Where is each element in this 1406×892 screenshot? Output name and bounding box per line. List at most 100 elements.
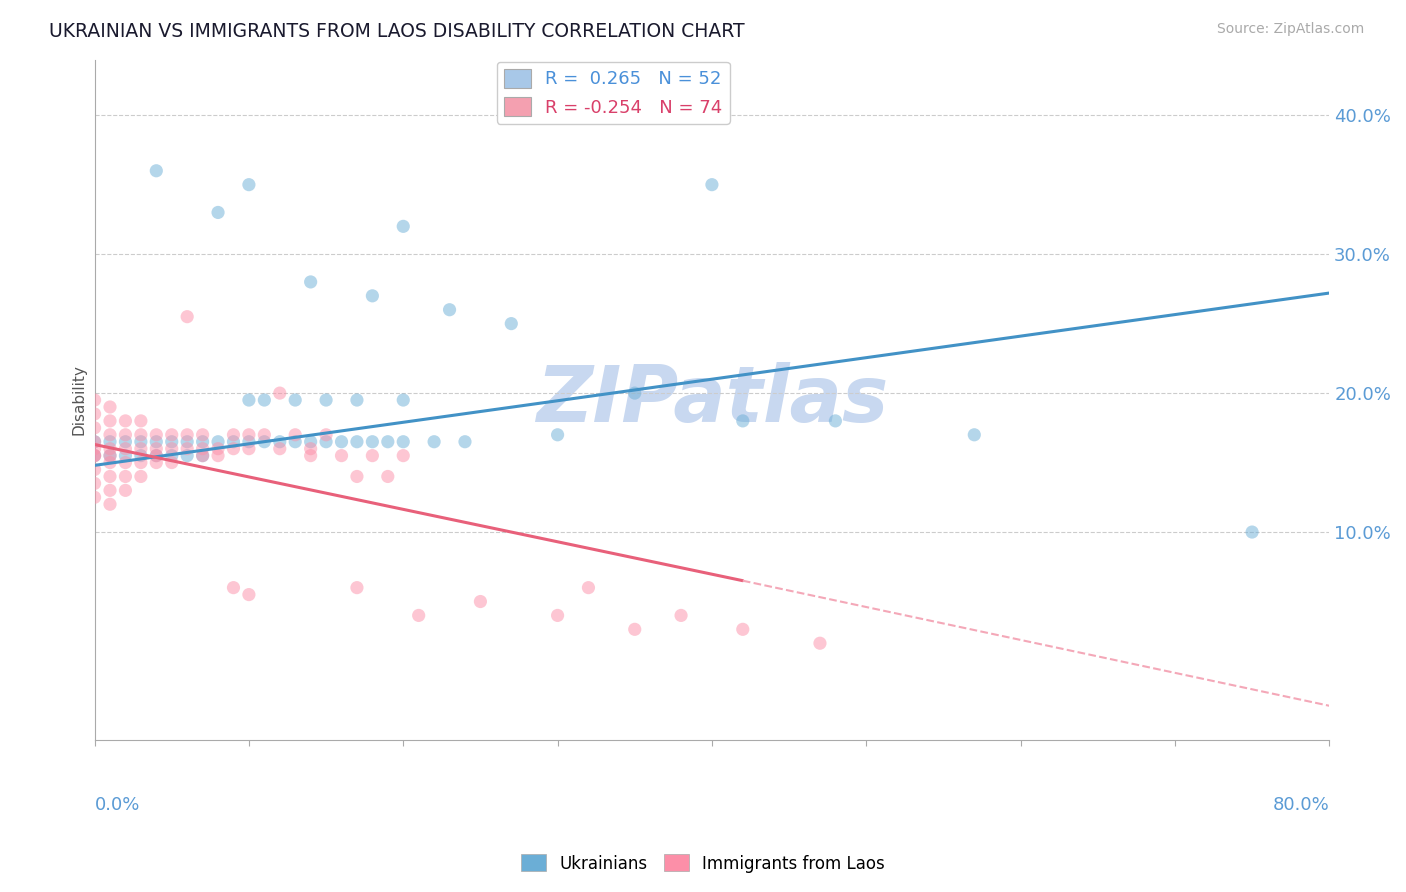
Point — [392, 392, 415, 407]
Text: 0.0%: 0.0% — [94, 796, 141, 814]
Point — [129, 427, 152, 442]
Point — [114, 456, 136, 470]
Point — [160, 456, 183, 470]
Point — [361, 289, 384, 303]
Point — [408, 608, 430, 623]
Point — [176, 449, 198, 463]
Point — [207, 434, 229, 449]
Point — [83, 462, 105, 476]
Point — [114, 442, 136, 456]
Point — [808, 636, 831, 650]
Y-axis label: Disability: Disability — [72, 365, 86, 435]
Point — [238, 427, 260, 442]
Point — [269, 434, 291, 449]
Point — [669, 608, 692, 623]
Point — [160, 442, 183, 456]
Point — [207, 205, 229, 219]
Point — [160, 427, 183, 442]
Point — [83, 421, 105, 435]
Point — [114, 434, 136, 449]
Text: ZIPatlas: ZIPatlas — [536, 362, 889, 438]
Point — [83, 449, 105, 463]
Point — [253, 434, 276, 449]
Point — [470, 594, 492, 608]
Point — [145, 449, 167, 463]
Point — [238, 392, 260, 407]
Point — [145, 163, 167, 178]
Point — [176, 427, 198, 442]
Point — [83, 476, 105, 491]
Point — [83, 442, 105, 456]
Point — [346, 434, 368, 449]
Point — [222, 442, 245, 456]
Point — [114, 449, 136, 463]
Point — [824, 414, 846, 428]
Point — [299, 449, 322, 463]
Point — [547, 608, 569, 623]
Point — [191, 427, 214, 442]
Point — [145, 434, 167, 449]
Point — [361, 434, 384, 449]
Legend: R =  0.265   N = 52, R = -0.254   N = 74: R = 0.265 N = 52, R = -0.254 N = 74 — [496, 62, 730, 124]
Point — [98, 469, 121, 483]
Point — [238, 588, 260, 602]
Point — [191, 449, 214, 463]
Point — [83, 407, 105, 421]
Point — [98, 449, 121, 463]
Point — [330, 434, 353, 449]
Point — [83, 449, 105, 463]
Point — [547, 427, 569, 442]
Point — [114, 427, 136, 442]
Point — [315, 392, 337, 407]
Point — [269, 442, 291, 456]
Point — [623, 623, 645, 637]
Point — [129, 449, 152, 463]
Point — [623, 386, 645, 401]
Point — [700, 178, 723, 192]
Point — [731, 623, 754, 637]
Point — [222, 427, 245, 442]
Point — [145, 427, 167, 442]
Point — [299, 434, 322, 449]
Point — [129, 434, 152, 449]
Point — [361, 449, 384, 463]
Point — [98, 434, 121, 449]
Point — [114, 469, 136, 483]
Point — [98, 400, 121, 414]
Point — [98, 483, 121, 498]
Point — [176, 434, 198, 449]
Point — [330, 449, 353, 463]
Point — [1241, 524, 1264, 539]
Point — [98, 449, 121, 463]
Point — [129, 442, 152, 456]
Text: 80.0%: 80.0% — [1272, 796, 1329, 814]
Point — [439, 302, 461, 317]
Point — [377, 469, 399, 483]
Point — [238, 434, 260, 449]
Point — [83, 491, 105, 505]
Text: UKRAINIAN VS IMMIGRANTS FROM LAOS DISABILITY CORRELATION CHART: UKRAINIAN VS IMMIGRANTS FROM LAOS DISABI… — [49, 22, 745, 41]
Point — [191, 449, 214, 463]
Point — [83, 434, 105, 449]
Point — [98, 442, 121, 456]
Legend: Ukrainians, Immigrants from Laos: Ukrainians, Immigrants from Laos — [515, 847, 891, 880]
Point — [83, 449, 105, 463]
Point — [83, 392, 105, 407]
Point — [253, 427, 276, 442]
Point — [207, 442, 229, 456]
Point — [114, 414, 136, 428]
Point — [392, 434, 415, 449]
Point — [176, 442, 198, 456]
Point — [253, 392, 276, 407]
Point — [129, 469, 152, 483]
Point — [222, 581, 245, 595]
Point — [284, 434, 307, 449]
Point — [578, 581, 600, 595]
Point — [191, 442, 214, 456]
Point — [454, 434, 477, 449]
Point — [423, 434, 446, 449]
Point — [299, 442, 322, 456]
Point — [238, 178, 260, 192]
Point — [98, 456, 121, 470]
Point — [963, 427, 986, 442]
